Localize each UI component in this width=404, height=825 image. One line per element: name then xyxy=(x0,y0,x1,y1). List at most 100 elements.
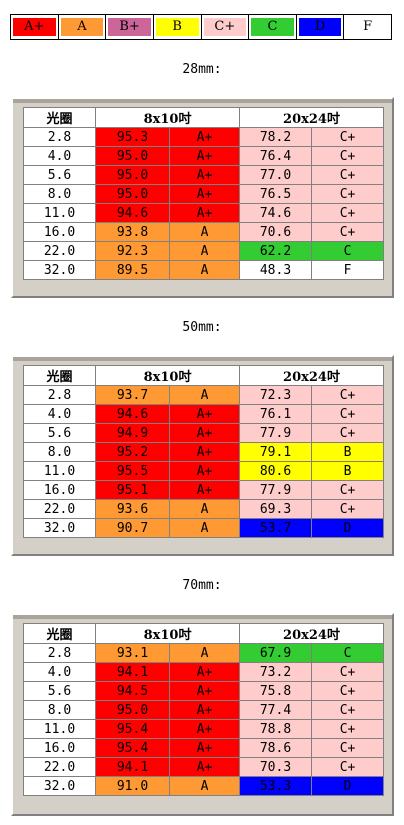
table-row: 32.0 89.5 A 48.3 F xyxy=(23,260,385,280)
grade-8x10-cell: A xyxy=(168,222,241,242)
aperture-cell: 8.0 xyxy=(23,442,96,462)
table-row: 32.0 90.7 A 53.7 D xyxy=(23,518,385,538)
grade-8x10-cell: A+ xyxy=(168,662,241,682)
score-8x10-cell: 95.0 xyxy=(95,165,170,185)
score-20x24-cell: 76.4 xyxy=(239,146,313,166)
grade-8x10-cell: A+ xyxy=(168,423,241,443)
score-20x24-cell: 80.6 xyxy=(239,461,313,481)
score-8x10-cell: 94.1 xyxy=(95,662,170,682)
grade-20x24-cell: C+ xyxy=(311,662,385,682)
section-title-70mm: 70mm: xyxy=(182,578,222,593)
grade-20x24-cell: C+ xyxy=(311,499,385,519)
grade-8x10-cell: A xyxy=(168,260,241,280)
score-20x24-cell: 78.8 xyxy=(239,719,313,739)
grade-20x24-cell: C+ xyxy=(311,480,385,500)
legend-cell: C xyxy=(249,15,297,39)
score-20x24-cell: 77.0 xyxy=(239,165,313,185)
legend-grade-label: B xyxy=(155,18,199,36)
score-8x10-cell: 93.8 xyxy=(95,222,170,242)
score-8x10-cell: 95.2 xyxy=(95,442,170,462)
grade-8x10-cell: A+ xyxy=(168,146,241,166)
score-8x10-cell: 91.0 xyxy=(95,776,170,796)
aperture-cell: 8.0 xyxy=(23,184,96,204)
score-20x24-cell: 75.8 xyxy=(239,681,313,701)
grade-8x10-cell: A xyxy=(168,518,241,538)
table-row: 5.6 95.0 A+ 77.0 C+ xyxy=(23,165,385,185)
aperture-cell: 2.8 xyxy=(23,385,96,405)
score-20x24-cell: 76.5 xyxy=(239,184,313,204)
grade-20x24-cell: C xyxy=(311,643,385,663)
grade-8x10-cell: A+ xyxy=(168,700,241,720)
table-row: 11.0 95.4 A+ 78.8 C+ xyxy=(23,719,385,739)
grade-8x10-cell: A+ xyxy=(168,461,241,481)
header-size2: 20x24吋 xyxy=(239,623,385,644)
grade-20x24-cell: F xyxy=(311,260,385,280)
grade-20x24-cell: C+ xyxy=(311,146,385,166)
table-row: 22.0 92.3 A 62.2 C xyxy=(23,241,385,261)
score-8x10-cell: 95.0 xyxy=(95,146,170,166)
grade-20x24-cell: B xyxy=(311,442,385,462)
grade-20x24-cell: C+ xyxy=(311,165,385,185)
aperture-cell: 32.0 xyxy=(23,260,96,280)
table-row: 11.0 94.6 A+ 74.6 C+ xyxy=(23,203,385,223)
aperture-cell: 22.0 xyxy=(23,757,96,777)
score-8x10-cell: 95.4 xyxy=(95,738,170,758)
score-8x10-cell: 94.6 xyxy=(95,404,170,424)
score-20x24-cell: 76.1 xyxy=(239,404,313,424)
table-row: 8.0 95.2 A+ 79.1 B xyxy=(23,442,385,462)
aperture-cell: 11.0 xyxy=(23,719,96,739)
legend-grade-label: D xyxy=(298,18,342,36)
score-8x10-cell: 93.6 xyxy=(95,499,170,519)
grade-8x10-cell: A xyxy=(168,643,241,663)
grade-8x10-cell: A xyxy=(168,385,241,405)
aperture-cell: 16.0 xyxy=(23,480,96,500)
grade-20x24-cell: C+ xyxy=(311,184,385,204)
grade-20x24-cell: C+ xyxy=(311,404,385,424)
grade-8x10-cell: A+ xyxy=(168,404,241,424)
score-8x10-cell: 94.5 xyxy=(95,681,170,701)
table-row: 16.0 95.1 A+ 77.9 C+ xyxy=(23,480,385,500)
aperture-cell: 5.6 xyxy=(23,423,96,443)
grade-20x24-cell: C+ xyxy=(311,222,385,242)
table-header-row: 光圈 8x10吋 20x24吋 xyxy=(23,365,385,386)
score-20x24-cell: 67.9 xyxy=(239,643,313,663)
score-20x24-cell: 79.1 xyxy=(239,442,313,462)
grade-20x24-cell: D xyxy=(311,776,385,796)
legend-cell: D xyxy=(297,15,345,39)
grade-20x24-cell: C+ xyxy=(311,681,385,701)
table-row: 4.0 95.0 A+ 76.4 C+ xyxy=(23,146,385,166)
grade-legend: A+ A B+ B C+ C D F xyxy=(10,14,392,40)
header-size1: 8x10吋 xyxy=(94,623,241,644)
grade-20x24-cell: C+ xyxy=(311,719,385,739)
legend-cell: C+ xyxy=(202,15,250,39)
score-20x24-cell: 77.9 xyxy=(239,480,313,500)
table-row: 22.0 93.6 A 69.3 C+ xyxy=(23,499,385,519)
score-8x10-cell: 94.9 xyxy=(95,423,170,443)
table-row: 8.0 95.0 A+ 76.5 C+ xyxy=(23,184,385,204)
section-title-28mm: 28mm: xyxy=(182,62,222,77)
table-frame-50mm: 光圈 8x10吋 20x24吋 2.8 93.7 A 72.3 C+ 4.0 94.6 A+ 76.1… xyxy=(11,355,394,556)
aperture-cell: 16.0 xyxy=(23,738,96,758)
score-8x10-cell: 95.1 xyxy=(95,480,170,500)
table-row: 22.0 94.1 A+ 70.3 C+ xyxy=(23,757,385,777)
aperture-cell: 2.8 xyxy=(23,127,96,147)
score-8x10-cell: 93.7 xyxy=(95,385,170,405)
header-size2: 20x24吋 xyxy=(239,107,385,128)
table-row: 2.8 95.3 A+ 78.2 C+ xyxy=(23,127,385,147)
aperture-cell: 5.6 xyxy=(23,681,96,701)
table-row: 32.0 91.0 A 53.3 D xyxy=(23,776,385,796)
grade-8x10-cell: A+ xyxy=(168,442,241,462)
mtf-table-70mm: 光圈 8x10吋 20x24吋 2.8 93.1 A 67.9 C 4.0 94.1 A+ 73.2 C… xyxy=(23,623,385,796)
legend-grade-label: C xyxy=(251,18,294,36)
score-8x10-cell: 95.0 xyxy=(95,700,170,720)
grade-8x10-cell: A+ xyxy=(168,719,241,739)
score-8x10-cell: 94.6 xyxy=(95,203,170,223)
score-20x24-cell: 69.3 xyxy=(239,499,313,519)
table-row: 2.8 93.1 A 67.9 C xyxy=(23,643,385,663)
grade-8x10-cell: A xyxy=(168,499,241,519)
table-row: 16.0 93.8 A 70.6 C+ xyxy=(23,222,385,242)
grade-20x24-cell: C+ xyxy=(311,127,385,147)
mtf-table-50mm: 光圈 8x10吋 20x24吋 2.8 93.7 A 72.3 C+ 4.0 94.6 A+ 76.1… xyxy=(23,365,385,538)
aperture-cell: 11.0 xyxy=(23,203,96,223)
aperture-cell: 32.0 xyxy=(23,776,96,796)
